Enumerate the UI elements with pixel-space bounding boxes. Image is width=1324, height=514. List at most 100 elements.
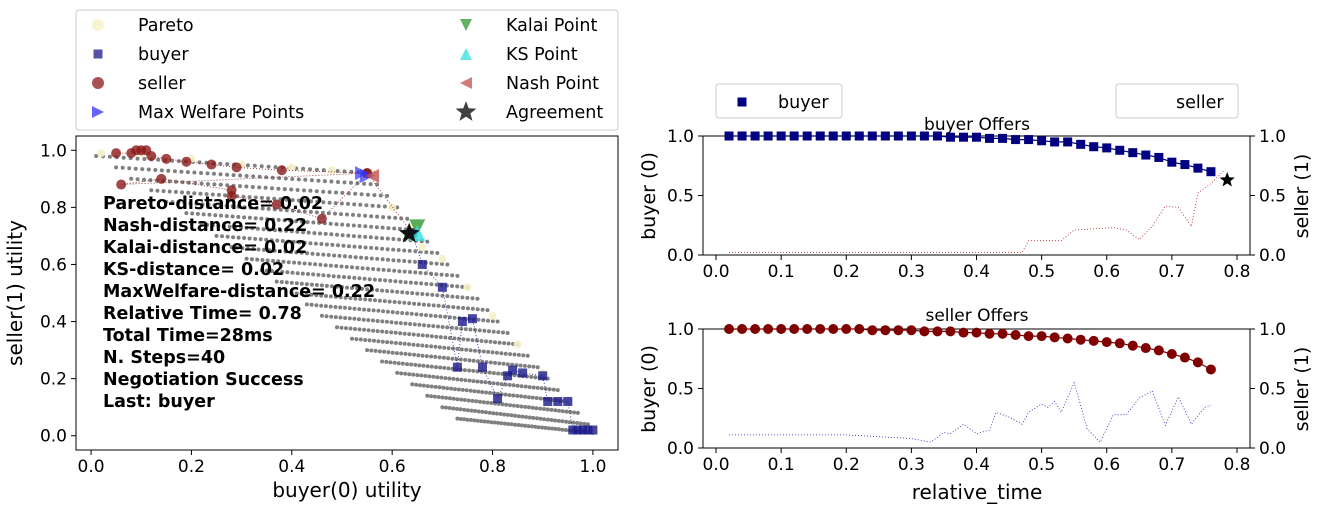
outcome-point: [467, 368, 472, 373]
outcome-point: [242, 205, 247, 210]
buyer-offer-point: [503, 371, 513, 381]
outcome-point: [284, 197, 289, 202]
outcome-point: [348, 254, 353, 259]
outcome-point: [391, 247, 396, 252]
outcome-point: [398, 331, 403, 336]
outcome-point: [485, 400, 490, 405]
legend-marker-nash-point: [460, 77, 472, 89]
seller-offer-point: [111, 148, 122, 159]
outcome-point: [357, 223, 362, 228]
outcome-point: [454, 406, 459, 411]
outcome-point: [453, 387, 457, 392]
outcome-point: [307, 261, 312, 266]
outcome-point: [389, 320, 394, 325]
seller-offer-point: [181, 156, 192, 167]
outcome-point: [494, 350, 499, 355]
outcome-point: [353, 191, 358, 196]
outcome-point: [408, 280, 413, 285]
outcome-point: [451, 396, 456, 401]
buyer-offers-x-tick-label: 0.2: [833, 262, 860, 282]
buyer-offers-x-tick-label: 0.8: [1223, 262, 1250, 282]
buyer-offer-point: [538, 371, 548, 381]
outcome-point: [392, 268, 397, 273]
outcome-point: [459, 377, 464, 382]
outcome-point: [531, 415, 536, 420]
seller-offers-seller-line: [729, 328, 1212, 371]
outcome-point: [564, 409, 569, 414]
outcome-point: [261, 247, 266, 252]
outcome-point: [535, 385, 540, 390]
outcome-point: [251, 247, 256, 251]
outcome-point: [400, 290, 405, 295]
outcome-point: [384, 319, 389, 324]
buyer-offers-buyer-point: [854, 131, 864, 141]
outcome-point: [410, 291, 415, 296]
outcome-point: [362, 276, 367, 281]
outcome-point: [326, 273, 331, 278]
outcome-point: [388, 278, 393, 283]
outcome-point: [347, 306, 352, 311]
outcome-point: [350, 286, 354, 290]
outcome-point: [332, 253, 337, 258]
outcome-point: [352, 275, 357, 280]
outcome-point: [371, 318, 375, 323]
outcome-point: [342, 180, 347, 185]
outcome-point: [247, 215, 252, 220]
utility-legend: Pareto buyer seller Max Welfare Points Kalai…: [75, 9, 619, 131]
outcome-point: [301, 230, 306, 235]
seller-offers-seller-point: [750, 324, 761, 334]
outcome-point: [557, 427, 561, 432]
seller-offer-point: [226, 190, 237, 201]
outcome-point: [380, 319, 385, 324]
buyer-offers-x-tick-label: 0.7: [1158, 262, 1185, 282]
outcome-point: [556, 418, 561, 423]
outcome-point: [393, 341, 398, 345]
outcome-point: [458, 407, 463, 412]
buyer-offer-point: [457, 317, 467, 327]
outcome-point: [260, 206, 265, 211]
outcome-point: [368, 235, 373, 240]
outcome-point: [447, 376, 452, 381]
outcome-point: [523, 404, 528, 409]
outcome-point: [450, 273, 455, 278]
outcome-point: [161, 189, 166, 194]
outcome-point: [186, 190, 191, 195]
outcome-point: [571, 420, 576, 425]
outcome-point: [535, 365, 540, 370]
outcome-point: [286, 260, 291, 265]
outcome-point: [346, 233, 351, 238]
outcome-point: [443, 335, 448, 340]
outcome-point: [386, 350, 391, 355]
outcome-point: [479, 379, 484, 384]
outcome-point: [363, 245, 368, 250]
outcome-point: [365, 287, 370, 292]
utility-y-tick-label: 0.2: [40, 370, 67, 390]
outcome-point: [283, 249, 288, 254]
legend-label: buyer: [138, 45, 189, 65]
outcome-point: [396, 258, 401, 263]
outcome-point: [245, 246, 250, 251]
outcome-point: [395, 289, 400, 294]
outcome-point: [244, 174, 249, 178]
outcome-point: [392, 300, 397, 304]
outcome-point: [267, 248, 272, 253]
outcome-point: [351, 212, 355, 217]
outcome-point: [415, 343, 420, 348]
outcome-point: [199, 222, 204, 227]
outcome-point: [248, 205, 253, 210]
outcome-point: [373, 348, 378, 353]
outcome-point: [464, 388, 469, 393]
seller-offers-seller-point: [893, 325, 904, 336]
legend-label: seller: [138, 74, 186, 94]
buyer-offers-buyer-point: [1206, 167, 1216, 177]
outcome-point: [295, 271, 300, 276]
outcome-point: [397, 226, 402, 231]
outcome-point: [515, 383, 520, 388]
buyer-offers-agreement-point: [1219, 172, 1235, 187]
outcome-point: [127, 166, 132, 171]
buyer-offer-point: [478, 362, 487, 372]
outcome-point: [295, 188, 300, 192]
pareto-point: [513, 340, 522, 349]
outcome-point: [201, 212, 206, 217]
outcome-point: [264, 175, 269, 180]
